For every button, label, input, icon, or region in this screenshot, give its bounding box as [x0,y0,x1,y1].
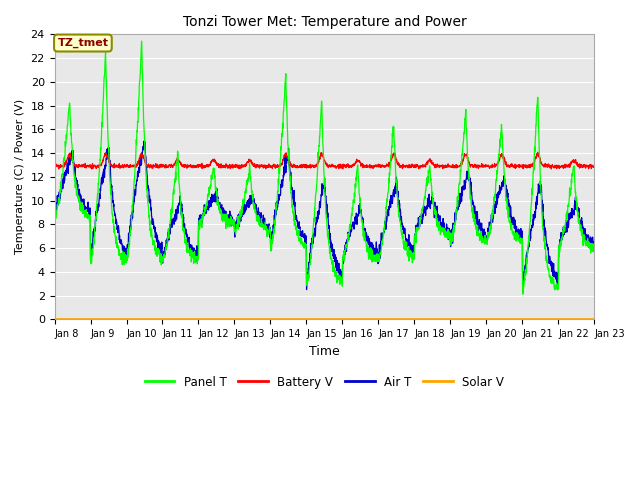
Panel T [558,234,566,240]
Panel T [51,210,58,216]
Solar V [51,316,58,322]
Text: TZ_tmet: TZ_tmet [58,38,108,48]
Y-axis label: Temperature (C) / Power (V): Temperature (C) / Power (V) [15,99,25,254]
Solar V [543,316,550,322]
Panel T [481,240,489,246]
Panel T [340,249,348,255]
Air T [519,288,527,294]
Battery V [543,161,551,167]
Battery V [340,164,348,169]
Line: Air T: Air T [54,141,595,291]
Air T [481,234,489,240]
Title: Tonzi Tower Met: Temperature and Power: Tonzi Tower Met: Temperature and Power [182,15,467,29]
Battery V [534,149,541,155]
Battery V [591,162,598,168]
X-axis label: Time: Time [309,345,340,358]
Air T [51,219,58,225]
Air T [352,219,360,225]
Panel T [138,38,145,44]
Panel T [519,291,527,297]
Air T [340,249,348,254]
Battery V [202,163,209,169]
Panel T [543,257,551,263]
Panel T [352,183,360,189]
Solar V [352,316,360,322]
Line: Panel T: Panel T [54,41,595,294]
Battery V [88,166,95,172]
Air T [140,138,148,144]
Solar V [340,316,348,322]
Line: Battery V: Battery V [54,152,595,169]
Solar V [558,316,566,322]
Panel T [591,249,598,254]
Solar V [591,316,598,322]
Air T [591,242,598,248]
Solar V [201,316,209,322]
Air T [202,203,209,209]
Solar V [481,316,489,322]
Battery V [51,163,58,168]
Air T [543,243,551,249]
Panel T [202,204,209,210]
Battery V [352,160,360,166]
Battery V [558,164,566,170]
Air T [558,237,566,242]
Battery V [481,164,489,170]
Legend: Panel T, Battery V, Air T, Solar V: Panel T, Battery V, Air T, Solar V [140,371,509,393]
